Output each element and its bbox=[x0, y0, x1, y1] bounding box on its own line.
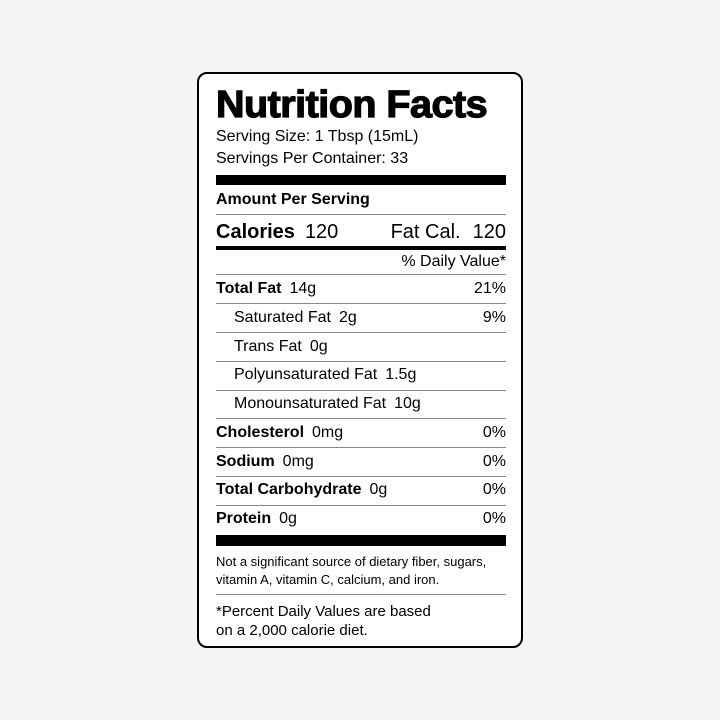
divider bbox=[216, 447, 506, 449]
nutrient-amount: 1.5g bbox=[385, 366, 417, 384]
note-line: Not a significant source of dietary fibe… bbox=[216, 554, 487, 569]
nutrient-row: Saturated Fat 2g 9% bbox=[216, 304, 506, 332]
nutrient-amount: 0mg bbox=[312, 423, 344, 441]
thick-divider bbox=[216, 175, 506, 185]
nutrient-amount: 0mg bbox=[282, 452, 314, 470]
nutrient-row: Polyunsaturated Fat 1.5g bbox=[216, 361, 506, 389]
servings-per-container: Servings Per Container: 33 bbox=[216, 150, 409, 167]
note-line: vitamin A, vitamin C, calcium, and iron. bbox=[216, 572, 440, 587]
nutrient-row: Protein 0g 0% bbox=[216, 505, 506, 533]
nutrient-daily-value: 0% bbox=[482, 423, 506, 441]
nutrient-name: Sodium bbox=[216, 452, 275, 470]
nutrient-amount: 2g bbox=[338, 308, 357, 326]
nutrient-amount: 14g bbox=[289, 280, 317, 297]
label-title: Nutrition Facts bbox=[215, 83, 488, 126]
footnote-line: on a 2,000 calorie diet. bbox=[216, 622, 368, 639]
nutrient-daily-value: 21% bbox=[473, 280, 506, 297]
nutrient-name: Total Carbohydrate bbox=[216, 481, 362, 499]
amount-per-serving: Amount Per Serving bbox=[216, 191, 370, 208]
calories-row: Calories 120 Fat Cal. 120 bbox=[216, 218, 506, 246]
thick-divider bbox=[216, 535, 506, 546]
nutrient-name: Polyunsaturated Fat bbox=[234, 366, 378, 384]
divider bbox=[216, 504, 506, 506]
nutrient-daily-value: 0% bbox=[482, 452, 506, 470]
nutrient-row: Monounsaturated Fat 10g bbox=[216, 390, 506, 418]
nutrient-amount: 0g bbox=[369, 481, 388, 499]
divider bbox=[216, 214, 506, 215]
fat-calories-label: Fat Cal. bbox=[390, 220, 461, 243]
nutrient-row: Trans Fat 0g bbox=[216, 333, 506, 361]
daily-value-header: % Daily Value* bbox=[401, 253, 506, 270]
divider bbox=[216, 303, 506, 305]
nutrient-amount: 10g bbox=[394, 395, 421, 412]
fat-calories-value: 120 bbox=[472, 220, 506, 243]
nutrient-daily-value: 9% bbox=[482, 308, 506, 326]
divider bbox=[216, 594, 506, 595]
divider bbox=[216, 389, 506, 391]
nutrient-row: Total Fat 14g 21% bbox=[216, 275, 506, 303]
calories-value: 120 bbox=[304, 220, 339, 243]
note: Not a significant source of dietary fibe… bbox=[216, 553, 506, 589]
nutrient-daily-value: 0% bbox=[482, 481, 506, 499]
nutrient-name: Saturated Fat bbox=[234, 308, 331, 326]
nutrient-row: Sodium 0mg 0% bbox=[216, 448, 506, 476]
nutrient-name: Cholesterol bbox=[216, 423, 305, 441]
footnote: *Percent Daily Values are based on a 2,0… bbox=[216, 602, 506, 640]
nutrition-facts-label: Nutrition Facts Serving Size: 1 Tbsp (15… bbox=[197, 72, 523, 648]
divider bbox=[216, 475, 506, 477]
divider bbox=[216, 274, 506, 275]
nutrient-daily-value: 0% bbox=[482, 510, 506, 527]
divider bbox=[216, 360, 506, 362]
nutrient-name: Monounsaturated Fat bbox=[234, 395, 387, 412]
nutrient-name: Trans Fat bbox=[234, 337, 302, 355]
nutrient-name: Protein bbox=[216, 510, 272, 527]
serving-size: Serving Size: 1 Tbsp (15mL) bbox=[216, 128, 419, 145]
divider bbox=[216, 418, 506, 420]
divider bbox=[216, 332, 506, 334]
nutrient-amount: 0g bbox=[279, 510, 297, 527]
nutrient-row: Total Carbohydrate 0g 0% bbox=[216, 476, 506, 504]
footnote-line: *Percent Daily Values are based bbox=[216, 603, 431, 620]
medium-divider bbox=[216, 246, 506, 250]
nutrient-row: Cholesterol 0mg 0% bbox=[216, 419, 506, 447]
nutrient-amount: 0g bbox=[309, 337, 328, 355]
calories-label: Calories bbox=[216, 220, 295, 243]
nutrient-name: Total Fat bbox=[216, 280, 282, 297]
